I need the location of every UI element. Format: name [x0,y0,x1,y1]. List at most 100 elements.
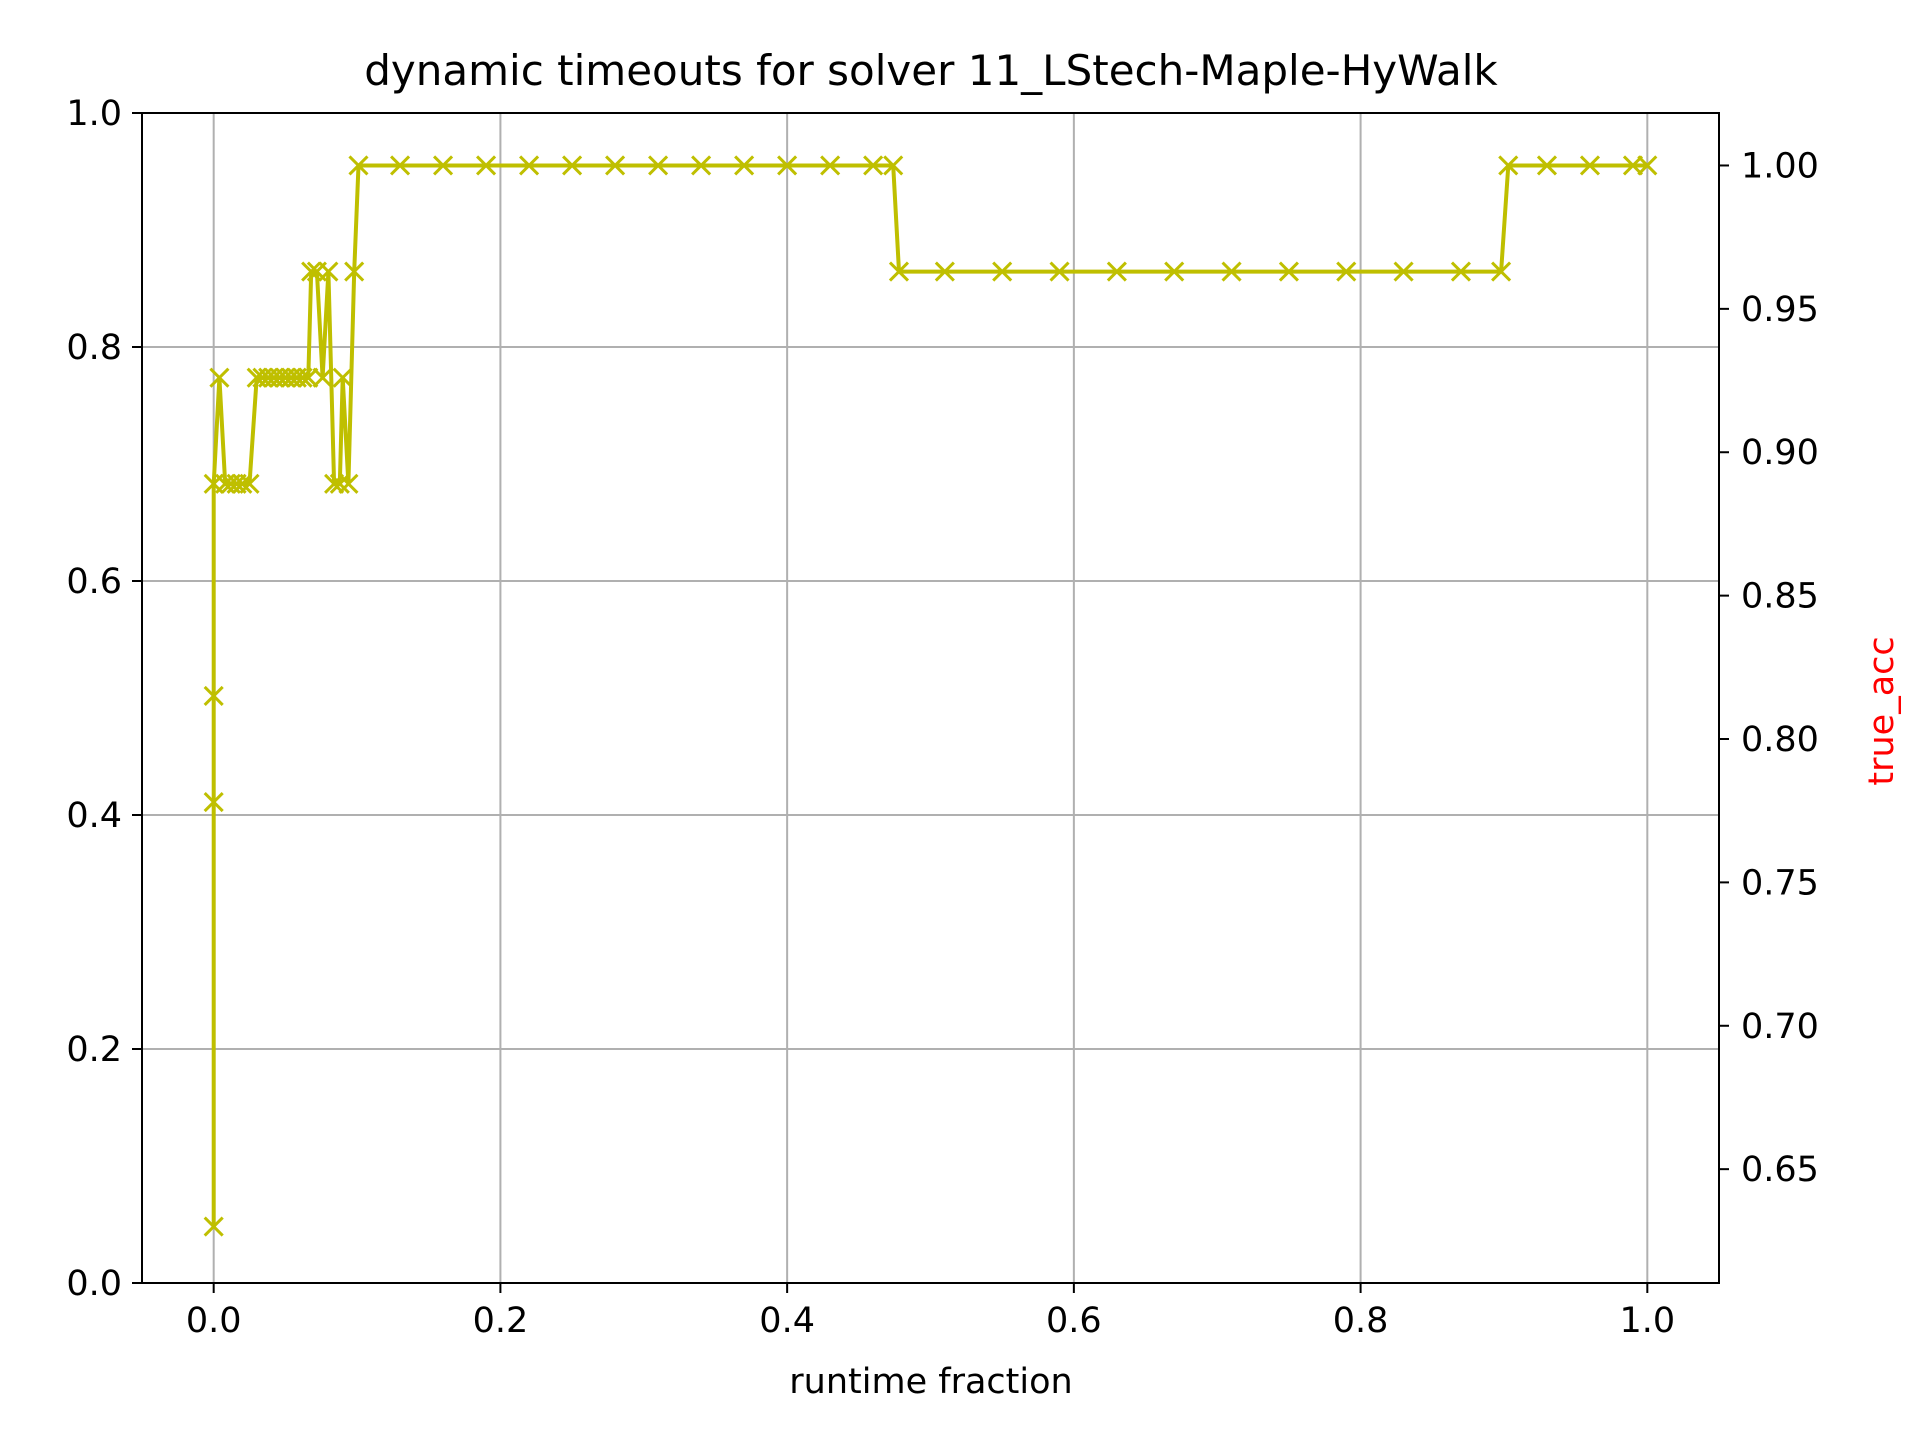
data-point-marker [562,155,583,176]
marker-stroke [301,261,322,282]
data-point-marker [605,155,626,176]
y2-tick-label: 0.95 [1741,290,1819,330]
y2-tick-label: 0.75 [1741,863,1819,903]
x-tick-label: 0.0 [186,1301,242,1341]
data-point-marker [1637,155,1658,176]
data-point-marker [777,155,798,176]
data-point-marker [883,155,904,176]
y2-tick-label: 0.65 [1741,1150,1819,1190]
y2-tick-label: 0.80 [1741,720,1819,760]
x-tick-label: 0.6 [1046,1301,1102,1341]
y-tick-label: 0.2 [66,1030,122,1070]
marker-stroke [888,261,910,282]
marker-stroke [1221,261,1242,282]
data-point-marker [1278,261,1299,282]
marker-stroke [203,792,224,813]
data-point-marker [1450,261,1472,282]
grid-layer [142,112,1719,1284]
data-point-marker [1579,155,1601,176]
x-tick-label: 0.8 [1333,1301,1389,1341]
marker-stroke [734,155,755,176]
data-point-marker [1049,261,1070,282]
marker-stroke [203,1216,224,1237]
marker-stroke [389,155,411,176]
chart-title: dynamic timeouts for solver 11_LStech-Ma… [364,46,1498,95]
data-point-marker [338,473,359,494]
data-point-marker [332,367,353,388]
series-line [211,163,1648,1227]
marker-stroke [318,261,339,282]
data-point-marker [888,261,910,282]
y2-tick-label: 0.90 [1741,433,1819,473]
marker-stroke [324,473,345,494]
data-point-marker [1498,155,1519,176]
marker-stroke [329,473,350,494]
marker-stroke [1498,155,1519,176]
marker-stroke [298,367,319,388]
y-tick-label: 0.4 [66,796,122,836]
marker-stroke [209,367,230,388]
y2-tick-label: 0.70 [1741,1007,1819,1047]
y-tick-label: 0.0 [66,1264,122,1304]
data-point-marker [1106,261,1127,282]
marker-stroke [1336,261,1357,282]
marker-stroke [1049,261,1070,282]
data-point-marker [348,155,369,176]
marker-stroke [1637,155,1658,176]
data-point-marker [298,367,319,388]
data-point-marker [301,261,322,282]
data-point-marker [329,473,350,494]
y2-tick-label: 0.85 [1741,577,1819,617]
marker-stroke [820,155,841,176]
marker-stroke [433,155,454,176]
marker-stroke [1393,261,1414,282]
data-point-marker [992,261,1013,282]
data-point-marker [1536,155,1558,176]
marker-stroke [562,155,583,176]
marker-stroke [348,155,369,176]
marker-stroke [1622,155,1644,176]
marker-stroke [344,261,365,282]
marker-stroke [1450,261,1472,282]
data-point-marker [344,261,365,282]
data-point-marker [519,155,540,176]
marker-stroke [332,367,353,388]
data-point-marker [820,155,841,176]
data-point-marker [1164,261,1185,282]
data-point-marker [203,685,224,707]
data-point-marker [1336,261,1357,282]
marker-stroke [1164,261,1185,282]
y-tick-label: 0.6 [66,562,122,602]
y2-tick-label: 1.00 [1741,146,1819,186]
marker-stroke [605,155,626,176]
marker-stroke [476,155,497,176]
marker-stroke [338,473,359,494]
marker-stroke [292,367,313,388]
plot-frame [141,112,1720,1284]
data-point-marker [648,155,669,176]
series-layer [203,155,1658,1237]
marker-stroke [883,155,904,176]
data-point-marker [934,261,955,282]
data-point-marker [433,155,454,176]
marker-stroke [239,473,260,494]
x-axis-label: runtime fraction [789,1362,1072,1402]
marker-stroke [519,155,540,176]
y2-axis-label: true_acc [1862,636,1902,785]
ticks-layer: 0.0 0.2 0.4 0.6 0.8 1.0 0.0 0.2 0.4 0.6 0.8 1.0 0.65… [66,94,1819,1341]
marker-stroke [203,685,224,707]
data-point-marker [203,1216,224,1237]
data-point-marker [1622,155,1644,176]
data-point-marker [292,367,313,388]
data-point-marker [312,367,333,388]
marker-stroke [1278,261,1299,282]
x-tick-label: 0.4 [759,1301,815,1341]
data-point-marker [232,473,253,494]
marker-stroke [1106,261,1127,282]
data-point-marker [734,155,755,176]
marker-stroke [863,155,884,176]
data-point-marker [476,155,497,176]
data-point-marker [209,367,230,388]
